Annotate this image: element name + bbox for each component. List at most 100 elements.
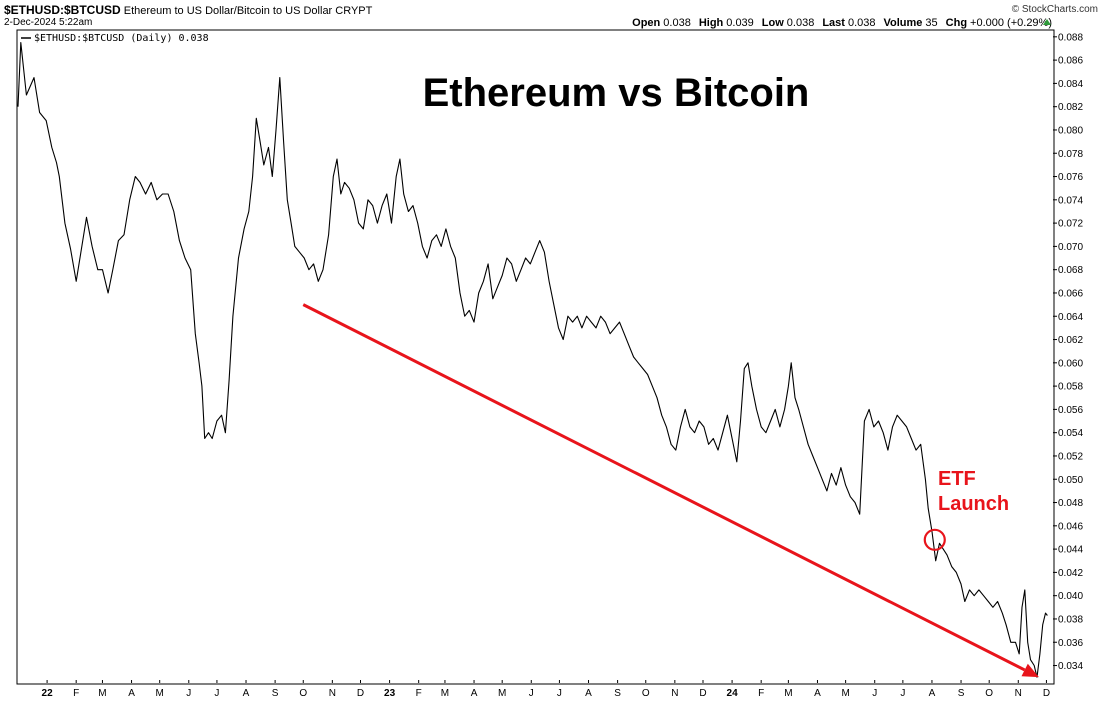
x-tick-label: M	[441, 688, 449, 699]
downtrend-line	[302, 303, 1026, 672]
x-tick-label: M	[841, 688, 849, 699]
x-tick-label: 24	[727, 688, 739, 699]
stat-value: 35	[925, 17, 938, 29]
y-tick-label: 0.068	[1058, 265, 1083, 276]
stat-label: Open	[632, 17, 661, 29]
x-tick-label: J	[557, 688, 562, 699]
downtrend-arrowhead	[1021, 663, 1039, 678]
x-tick-label: A	[128, 688, 135, 699]
stat-value: 0.038	[786, 17, 815, 29]
x-tick-label: J	[214, 688, 219, 699]
stat-chg: Chg +0.000 (+0.29%)	[946, 17, 1052, 29]
y-tick-label: 0.070	[1058, 242, 1083, 253]
y-tick-label: 0.048	[1058, 498, 1083, 509]
y-tick-label: 0.052	[1058, 451, 1083, 462]
symbol-description: Ethereum to US Dollar/Bitcoin to US Doll…	[123, 5, 333, 17]
x-tick-label: A	[814, 688, 821, 699]
x-tick-label: D	[357, 688, 364, 699]
y-tick-label: 0.080	[1058, 125, 1083, 136]
x-tick-label: 22	[42, 688, 54, 699]
x-tick-label: A	[243, 688, 250, 699]
stat-label: High	[698, 17, 724, 29]
x-tick-label: J	[529, 688, 534, 699]
stat-value: 0.038	[847, 17, 876, 29]
stat-last: Last 0.038	[822, 17, 875, 29]
y-tick-label: 0.050	[1058, 475, 1083, 486]
y-tick-label: 0.054	[1058, 428, 1083, 439]
x-tick-label: N	[329, 688, 336, 699]
y-tick-label: 0.066	[1058, 288, 1083, 299]
x-tick-label: M	[784, 688, 792, 699]
x-tick-label: O	[299, 688, 307, 699]
legend-label: $ETHUSD:$BTCUSD (Daily) 0.038	[34, 33, 209, 44]
y-tick-label: 0.034	[1058, 661, 1083, 672]
y-tick-label: 0.082	[1058, 102, 1083, 113]
x-tick-label: M	[98, 688, 106, 699]
stat-high: High 0.039	[699, 17, 754, 29]
y-tick-label: 0.056	[1058, 405, 1083, 416]
stat-value: 0.039	[726, 17, 754, 29]
y-tick-label: 0.042	[1058, 568, 1083, 579]
x-tick-label: A	[585, 688, 592, 699]
stat-volume: Volume 35	[883, 17, 937, 29]
chart-legend: $ETHUSD:$BTCUSD (Daily) 0.038	[21, 33, 209, 44]
x-tick-label: D	[1043, 688, 1050, 699]
x-tick-label: F	[416, 688, 422, 699]
y-tick-label: 0.078	[1058, 149, 1083, 160]
symbol-exchange: CRYPT	[335, 5, 373, 17]
y-tick-label: 0.076	[1058, 172, 1083, 183]
x-tick-label: O	[985, 688, 993, 699]
x-tick-label: 23	[384, 688, 396, 699]
y-tick-label: 0.084	[1058, 79, 1083, 90]
y-tick-label: 0.060	[1058, 358, 1083, 369]
chart-title: Ethereum vs Bitcoin	[423, 71, 810, 115]
x-tick-label: A	[929, 688, 936, 699]
y-tick-label: 0.088	[1058, 32, 1083, 43]
stat-label: Volume	[883, 17, 923, 29]
stat-label: Chg	[945, 17, 968, 29]
x-tick-label: N	[671, 688, 678, 699]
x-tick-label: M	[498, 688, 506, 699]
y-tick-label: 0.040	[1058, 591, 1083, 602]
x-tick-label: F	[758, 688, 764, 699]
y-tick-label: 0.038	[1058, 614, 1083, 625]
y-tick-label: 0.036	[1058, 638, 1083, 649]
x-tick-label: S	[272, 688, 279, 699]
y-tick-label: 0.064	[1058, 312, 1083, 323]
etf-label-line2: Launch	[938, 493, 1009, 515]
stat-value: 0.038	[663, 17, 691, 29]
y-tick-label: 0.086	[1058, 56, 1083, 67]
stat-label: Low	[761, 17, 784, 29]
plot-frame	[16, 29, 1055, 685]
stat-label: Last	[822, 17, 845, 29]
x-tick-label: D	[699, 688, 706, 699]
symbol-ticker: $ETHUSD:$BTCUSD	[4, 3, 121, 17]
x-tick-label: S	[614, 688, 621, 699]
chart-datetime: 2-Dec-2024 5:22am	[4, 17, 93, 28]
y-axis: 0.034 0.036 0.038 0.040 0.042 0.044 0.046 0.048…	[1053, 32, 1083, 672]
x-tick-label: S	[958, 688, 965, 699]
x-tick-label: N	[1015, 688, 1022, 699]
x-tick-label: F	[73, 688, 79, 699]
last-change-up-marker	[1043, 19, 1051, 25]
y-tick-label: 0.062	[1058, 335, 1083, 346]
etf-label-line1: ETF	[938, 468, 976, 490]
x-tick-label: A	[471, 688, 478, 699]
x-tick-label: J	[872, 688, 877, 699]
y-tick-label: 0.046	[1058, 521, 1083, 532]
y-tick-label: 0.072	[1058, 219, 1083, 230]
x-tick-label: J	[900, 688, 905, 699]
stat-open: Open 0.038	[632, 17, 691, 29]
x-tick-label: O	[642, 688, 650, 699]
x-tick-label: J	[186, 688, 191, 699]
price-series-line	[17, 42, 1048, 678]
etf-launch-marker	[923, 528, 946, 551]
chart-symbol-line: $ETHUSD:$BTCUSD Ethereum to US Dollar/Bi…	[4, 3, 372, 17]
stat-value: +0.000 (+0.29%)	[970, 17, 1052, 29]
y-tick-label: 0.074	[1058, 195, 1083, 206]
brand-watermark: © StockCharts.com	[1011, 4, 1098, 15]
x-tick-label: M	[156, 688, 164, 699]
x-axis: 22 F M A M J J A S O N D 23 F M A M J J A S O N D 24 F M A M J J A S O N D	[42, 680, 1050, 699]
y-tick-label: 0.058	[1058, 382, 1083, 393]
